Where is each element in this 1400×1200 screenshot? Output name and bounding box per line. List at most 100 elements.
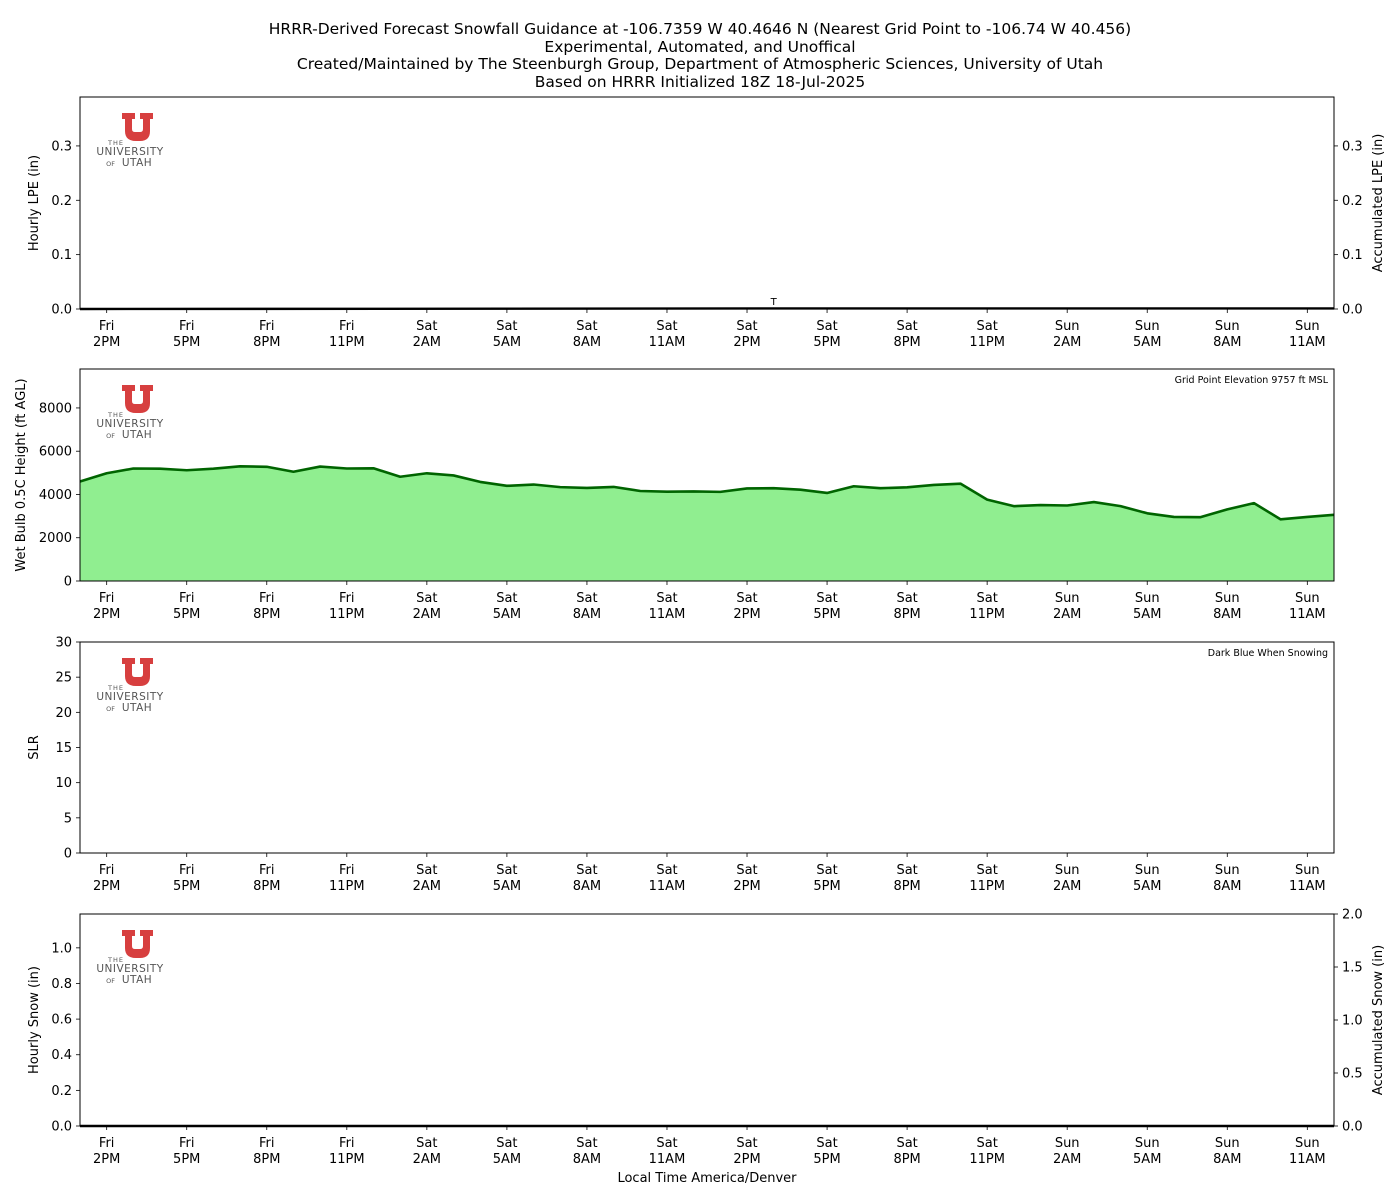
utah-u-block-icon bbox=[122, 385, 153, 413]
x-tick-label-day-slr: Sun bbox=[1135, 863, 1160, 878]
y-tick-label-wetbulb: 2000 bbox=[39, 531, 72, 546]
x-tick-label-day-lpe: Sat bbox=[896, 319, 917, 334]
x-tick-label-time-snow: 2AM bbox=[413, 1152, 441, 1167]
x-tick-label-day-lpe: Sat bbox=[656, 319, 677, 334]
y-tick-label-wetbulb: 8000 bbox=[39, 401, 72, 416]
x-tick-label-day-snow: Sat bbox=[736, 1136, 757, 1151]
logo-utah: UTAH bbox=[122, 702, 152, 714]
logo-utah: UTAH bbox=[122, 974, 152, 986]
x-tick-label-time-slr: 11PM bbox=[329, 879, 365, 894]
y-axis-label-lpe: Hourly LPE (in) bbox=[27, 155, 42, 251]
x-tick-label-day-wetbulb: Sat bbox=[896, 591, 917, 606]
y2-tick-label-lpe: 0.0 bbox=[1342, 303, 1363, 318]
x-tick-label-day-slr: Fri bbox=[99, 863, 115, 878]
x-tick-label-day-snow: Sat bbox=[656, 1136, 677, 1151]
x-tick-label-day-slr: Sat bbox=[496, 863, 517, 878]
x-tick-label-time-slr: 11AM bbox=[1289, 879, 1326, 894]
x-tick-label-day-snow: Sat bbox=[976, 1136, 997, 1151]
x-tick-label-day-snow: Sat bbox=[816, 1136, 837, 1151]
y-tick-label-lpe: 0.0 bbox=[51, 303, 72, 318]
y-tick-label-lpe: 0.2 bbox=[51, 194, 72, 209]
x-tick-label-day-slr: Sat bbox=[416, 863, 437, 878]
x-tick-label-time-slr: 11AM bbox=[649, 879, 686, 894]
x-tick-label-time-wetbulb: 11AM bbox=[649, 607, 686, 622]
y-tick-label-slr: 30 bbox=[55, 636, 72, 651]
x-tick-label-day-snow: Fri bbox=[259, 1136, 275, 1151]
x-tick-label-day-snow: Sun bbox=[1215, 1136, 1240, 1151]
x-tick-label-time-slr: 8PM bbox=[253, 879, 280, 894]
y-tick-label-lpe: 0.3 bbox=[51, 139, 72, 154]
x-tick-label-day-wetbulb: Fri bbox=[179, 591, 195, 606]
x-tick-label-day-lpe: Sun bbox=[1135, 319, 1160, 334]
x-tick-label-time-snow: 5AM bbox=[493, 1152, 521, 1167]
x-tick-label-day-snow: Sat bbox=[896, 1136, 917, 1151]
x-tick-label-time-lpe: 2PM bbox=[93, 335, 120, 350]
x-tick-label-time-slr: 5AM bbox=[493, 879, 521, 894]
utah-u-block-icon bbox=[122, 930, 153, 958]
x-tick-label-time-wetbulb: 2AM bbox=[1053, 607, 1081, 622]
x-tick-label-time-snow: 2PM bbox=[93, 1152, 120, 1167]
x-tick-label-day-slr: Sat bbox=[816, 863, 837, 878]
x-tick-label-time-slr: 5AM bbox=[1133, 879, 1161, 894]
x-tick-label-day-snow: Fri bbox=[99, 1136, 115, 1151]
x-tick-label-time-slr: 11PM bbox=[969, 879, 1005, 894]
x-tick-label-day-snow: Sat bbox=[496, 1136, 517, 1151]
logo-of: OF bbox=[106, 432, 115, 440]
x-tick-label-time-slr: 5PM bbox=[173, 879, 200, 894]
x-axis-label: Local Time America/Denver bbox=[617, 1171, 797, 1186]
x-tick-label-time-slr: 2PM bbox=[733, 879, 760, 894]
x-tick-label-day-slr: Sat bbox=[736, 863, 757, 878]
x-tick-label-time-snow: 11PM bbox=[969, 1152, 1005, 1167]
x-tick-label-day-slr: Sat bbox=[896, 863, 917, 878]
logo-university: UNIVERSITY bbox=[96, 691, 163, 703]
y2-tick-label-lpe: 0.3 bbox=[1342, 139, 1363, 154]
x-tick-label-time-wetbulb: 11PM bbox=[329, 607, 365, 622]
y-tick-label-snow: 0.4 bbox=[51, 1048, 72, 1063]
wetbulb-line bbox=[79, 465, 1335, 521]
x-tick-label-day-slr: Sun bbox=[1215, 863, 1240, 878]
x-tick-label-day-wetbulb: Sat bbox=[416, 591, 437, 606]
x-tick-label-day-lpe: Fri bbox=[339, 319, 355, 334]
trace-annotation: T bbox=[770, 297, 778, 308]
x-tick-label-time-snow: 8PM bbox=[893, 1152, 920, 1167]
x-tick-label-day-wetbulb: Sat bbox=[576, 591, 597, 606]
x-tick-label-day-snow: Fri bbox=[339, 1136, 355, 1151]
x-tick-label-time-snow: 11PM bbox=[329, 1152, 365, 1167]
x-tick-label-day-lpe: Sat bbox=[576, 319, 597, 334]
x-tick-label-time-lpe: 8PM bbox=[893, 335, 920, 350]
logo-the: THE bbox=[107, 956, 124, 964]
x-tick-label-day-lpe: Sat bbox=[976, 319, 997, 334]
y-axis-label-wetbulb: Wet Bulb 0.5C Height (ft AGL) bbox=[14, 378, 29, 571]
x-tick-label-day-lpe: Fri bbox=[99, 319, 115, 334]
y2-tick-label-snow: 0.0 bbox=[1342, 1120, 1363, 1135]
x-tick-label-day-wetbulb: Fri bbox=[339, 591, 355, 606]
x-tick-label-time-snow: 8PM bbox=[253, 1152, 280, 1167]
y-axis-label-snow: Hourly Snow (in) bbox=[27, 966, 42, 1074]
logo-university: UNIVERSITY bbox=[96, 146, 163, 158]
x-tick-label-time-snow: 5AM bbox=[1133, 1152, 1161, 1167]
x-tick-label-time-wetbulb: 5AM bbox=[1133, 607, 1161, 622]
x-tick-label-time-snow: 11AM bbox=[1289, 1152, 1326, 1167]
x-tick-label-time-wetbulb: 5AM bbox=[493, 607, 521, 622]
y-tick-label-slr: 20 bbox=[55, 706, 72, 721]
plot-frame-wetbulb bbox=[79, 368, 1335, 582]
x-tick-label-day-snow: Fri bbox=[179, 1136, 195, 1151]
x-tick-label-day-wetbulb: Fri bbox=[99, 591, 115, 606]
x-tick-label-day-lpe: Sat bbox=[816, 319, 837, 334]
x-tick-label-day-lpe: Sat bbox=[416, 319, 437, 334]
logo-the: THE bbox=[107, 139, 124, 147]
x-tick-label-time-snow: 8AM bbox=[573, 1152, 601, 1167]
y-axis-label-slr: SLR bbox=[27, 735, 42, 760]
x-tick-label-day-lpe: Sat bbox=[496, 319, 517, 334]
y-tick-label-wetbulb: 6000 bbox=[39, 445, 72, 460]
y2-tick-label-lpe: 0.1 bbox=[1342, 248, 1363, 263]
x-tick-label-time-slr: 8AM bbox=[573, 879, 601, 894]
y-tick-label-slr: 5 bbox=[64, 811, 72, 826]
y-tick-label-wetbulb: 4000 bbox=[39, 488, 72, 503]
x-tick-label-day-snow: Sun bbox=[1135, 1136, 1160, 1151]
panel-note-wetbulb: Grid Point Elevation 9757 ft MSL bbox=[1175, 375, 1329, 386]
